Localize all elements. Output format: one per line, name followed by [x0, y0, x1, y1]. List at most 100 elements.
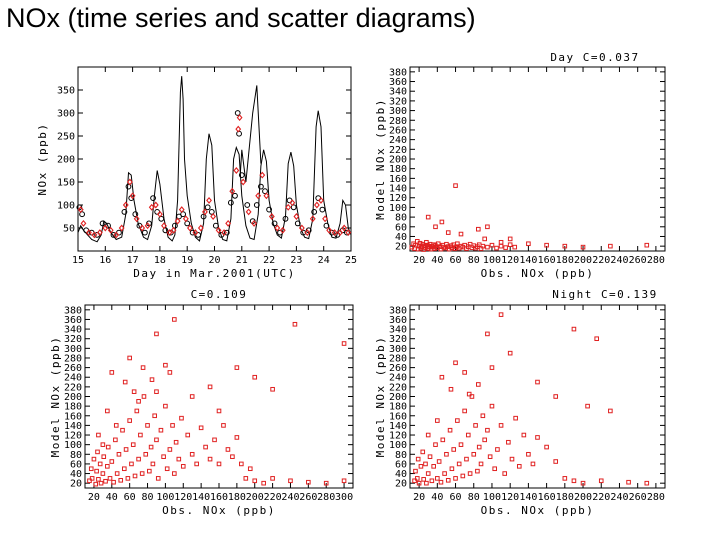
- scatter-point: [105, 408, 110, 414]
- scatter-point: [478, 461, 484, 467]
- y-tick-label: 240: [389, 135, 407, 146]
- x-tick-label: 240: [281, 492, 299, 503]
- y-tick-label: 80: [395, 213, 407, 224]
- scatter-point: [485, 331, 490, 337]
- y-tick-label: 260: [389, 363, 407, 374]
- x-tick-label: 240: [610, 255, 628, 266]
- scatter-point: [130, 442, 136, 447]
- scatter-point: [167, 370, 173, 375]
- y-tick-label: 360: [64, 315, 82, 326]
- y-tick-label: 350: [57, 86, 75, 97]
- y-tick-label: 100: [64, 440, 82, 451]
- y-tick-label: 340: [389, 325, 407, 336]
- obs-circle-point: [294, 220, 301, 227]
- scatter-point: [123, 447, 129, 452]
- obs-circle-point: [311, 209, 318, 215]
- scatter-point: [498, 239, 504, 245]
- obs-circle-point: [125, 183, 132, 190]
- obs-red-point: [337, 229, 344, 237]
- x-tick-label: 240: [610, 492, 628, 503]
- y-tick-label: 260: [389, 125, 407, 136]
- scatter-point: [476, 444, 482, 450]
- y-tick-label: 360: [389, 315, 407, 326]
- scatter-point: [467, 471, 473, 476]
- scatter-point: [440, 437, 446, 443]
- obs-circle-point: [305, 227, 312, 234]
- scatter-point: [176, 456, 182, 462]
- x-tick-label: 160: [538, 492, 556, 503]
- obs-red-point: [187, 224, 193, 232]
- y-tick-label: 260: [64, 363, 82, 374]
- obs-red-point: [229, 187, 236, 195]
- scatter-point: [466, 391, 472, 397]
- obs-red-point: [274, 224, 281, 232]
- scatter-point: [456, 461, 462, 467]
- scatter-point: [448, 386, 454, 392]
- obs-circle-point: [323, 222, 330, 229]
- scatter-point: [170, 423, 175, 428]
- obs-red-point: [102, 224, 109, 232]
- x-tick-label: 220: [264, 492, 282, 503]
- obs-red-point: [156, 210, 163, 218]
- scatter-point: [149, 377, 155, 382]
- x-tick-label: 260: [629, 255, 647, 266]
- scatter-point: [544, 444, 549, 450]
- y-tick-label: 320: [389, 96, 407, 107]
- y-tick-label: 280: [389, 116, 407, 127]
- obs-red-point: [293, 213, 300, 220]
- scatter-point: [145, 423, 150, 428]
- y-tick-label: 220: [64, 382, 82, 393]
- scatter-point: [323, 480, 329, 486]
- scatter-point: [98, 480, 104, 486]
- obs-red-point: [107, 226, 114, 234]
- obs-red-point: [285, 203, 292, 211]
- scatter-point: [150, 461, 156, 467]
- scatter-point: [420, 449, 426, 455]
- obs-red-point: [174, 217, 181, 225]
- x-tick-label: 160: [210, 492, 228, 503]
- scatter-point: [221, 423, 226, 428]
- scatter-point: [535, 435, 540, 440]
- x-tick-label: 220: [592, 255, 610, 266]
- panel-title: Day C=0.037: [550, 51, 639, 64]
- scatter-point: [571, 478, 577, 484]
- y-tick-label: 40: [395, 469, 407, 480]
- y-tick-label: 180: [64, 402, 82, 413]
- x-tick-label: 80: [142, 492, 154, 503]
- scatter-point: [475, 468, 480, 474]
- scatter-point: [127, 418, 132, 423]
- scatter-point: [148, 444, 154, 450]
- scatter-point: [644, 480, 650, 486]
- obs-circle-point: [204, 204, 211, 211]
- scatter-point: [439, 219, 445, 225]
- x-tick-label: 180: [228, 492, 246, 503]
- scatter-point: [212, 437, 217, 443]
- scatter-point: [418, 464, 424, 469]
- obs-red-point: [206, 196, 212, 204]
- obs-circle-point: [249, 218, 256, 225]
- scatter-point: [416, 480, 422, 486]
- model-line: [77, 76, 352, 243]
- scatter-point: [341, 478, 347, 484]
- x-tick-label: 220: [592, 492, 610, 503]
- y-tick-label: 200: [389, 155, 407, 166]
- x-tick-label: 20: [208, 255, 220, 266]
- x-tick-label: 40: [106, 492, 118, 503]
- obs-circle-point: [150, 195, 156, 202]
- obs-circle-point: [121, 209, 128, 215]
- obs-red-point: [309, 215, 316, 223]
- scatter-point: [132, 473, 138, 479]
- obs-red-point: [259, 171, 266, 179]
- y-tick-label: 320: [64, 334, 82, 345]
- obs-circle-point: [128, 195, 135, 202]
- scatter-point: [453, 183, 458, 188]
- scatter-point: [507, 236, 513, 242]
- x-axis-title: Obs. NOx (ppb): [162, 504, 276, 517]
- obs-red-point: [80, 219, 87, 227]
- y-tick-label: 200: [389, 392, 407, 403]
- obs-red-point: [77, 206, 84, 214]
- scatter-point: [91, 456, 97, 462]
- obs-red-point: [126, 178, 133, 186]
- scatter-point: [125, 476, 131, 481]
- scatter-point: [138, 432, 143, 438]
